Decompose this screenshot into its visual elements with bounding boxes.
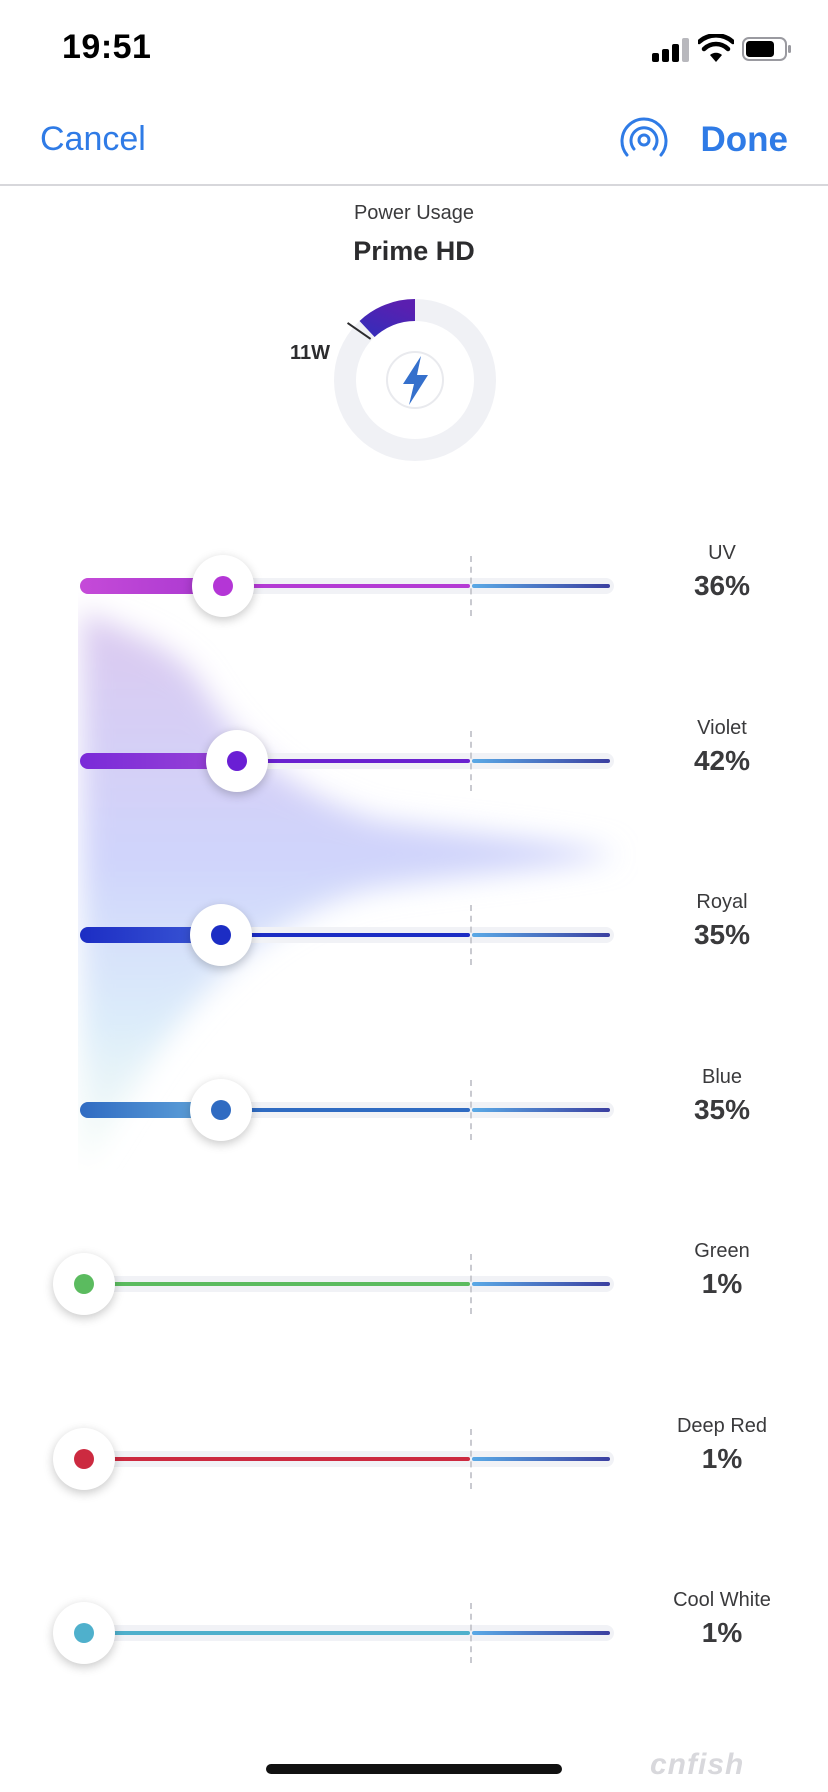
slider-limit-marker	[470, 1428, 472, 1489]
power-gauge	[334, 299, 496, 461]
slider-tail	[472, 1282, 610, 1286]
gauge-arc	[359, 299, 416, 338]
slider-row-cool-white: Cool White 1%	[0, 1573, 828, 1693]
slider-row-royal: Royal 35%	[0, 875, 828, 995]
slider-knob-blue[interactable]	[189, 1078, 252, 1141]
slider-knob-deep-red[interactable]	[53, 1427, 115, 1490]
slider-row-violet: Violet 42%	[0, 701, 828, 821]
channel-value-cool-white: 1%	[701, 1617, 743, 1648]
wifi-icon	[698, 34, 734, 62]
nav-bar: Cancel Done	[0, 100, 828, 186]
slider-tail	[472, 758, 610, 763]
channel-value-green: 1%	[701, 1268, 743, 1299]
slider-knob-violet[interactable]	[206, 729, 269, 792]
channel-name-violet: Violet	[697, 716, 747, 739]
slider-limit-marker	[470, 1603, 472, 1663]
device-name: Prime HD	[353, 236, 475, 266]
slider-fill	[80, 1101, 221, 1118]
knob-dot	[74, 1623, 94, 1643]
channel-value-uv: 36%	[693, 570, 751, 601]
slider-row-uv: UV 36%	[0, 526, 828, 646]
slider-fill	[80, 927, 221, 943]
slider-tail	[472, 584, 610, 588]
slider-line	[84, 1456, 470, 1461]
knob-dot	[213, 576, 234, 596]
slider-row-deep-red: Deep Red 1%	[0, 1399, 828, 1519]
slider-line	[223, 584, 470, 588]
channel-value-violet: 42%	[693, 744, 751, 776]
channel-name-royal: Royal	[696, 891, 748, 913]
power-usage-label: Power Usage	[353, 202, 475, 224]
knob-dot	[210, 925, 231, 945]
channel-name-uv: UV	[708, 542, 736, 564]
slider-line	[237, 758, 470, 763]
home-indicator[interactable]	[266, 1764, 562, 1774]
slider-limit-marker	[470, 1254, 472, 1314]
slider-tail	[472, 1456, 610, 1461]
slider-line	[220, 933, 470, 937]
slider-limit-marker	[470, 905, 472, 965]
slider-tail	[472, 1107, 610, 1112]
slider-line	[84, 1282, 470, 1286]
slider-knob-uv[interactable]	[192, 555, 255, 617]
slider-fill	[80, 752, 238, 769]
channel-value-blue: 35%	[693, 1093, 751, 1125]
slider-limit-marker	[470, 1079, 472, 1140]
cancel-button[interactable]: Cancel	[40, 120, 146, 158]
done-button[interactable]: Done	[700, 120, 789, 159]
knob-dot	[74, 1274, 94, 1294]
slider-tail	[472, 1631, 610, 1635]
channel-value-deep-red: 1%	[701, 1442, 743, 1474]
watermark: cnfish	[650, 1748, 745, 1781]
knob-dot	[227, 750, 248, 771]
slider-row-blue: Blue 35%	[0, 1050, 828, 1170]
slider-knob-green[interactable]	[53, 1253, 115, 1315]
status-time: 19:51	[62, 28, 152, 66]
knob-dot	[74, 1448, 94, 1469]
slider-limit-marker	[470, 730, 472, 791]
lightning-bolt-icon	[403, 356, 428, 405]
battery-icon	[742, 37, 791, 61]
slider-fill	[80, 578, 224, 594]
status-bar: 19:51	[0, 0, 828, 100]
channel-name-green: Green	[694, 1240, 750, 1262]
cellular-signal-icon	[652, 38, 692, 62]
slider-knob-cool-white[interactable]	[53, 1602, 115, 1664]
slider-line	[84, 1631, 470, 1635]
channel-name-deep-red: Deep Red	[676, 1414, 768, 1437]
channel-value-royal: 35%	[693, 919, 751, 950]
slider-knob-royal[interactable]	[189, 904, 252, 966]
watt-label: 11W	[290, 342, 331, 364]
channel-name-cool-white: Cool White	[673, 1589, 771, 1611]
broadcast-icon[interactable]	[618, 114, 670, 166]
knob-dot	[210, 1099, 231, 1120]
channel-name-blue: Blue	[701, 1065, 743, 1088]
slider-limit-marker	[470, 556, 472, 616]
slider-row-green: Green 1%	[0, 1224, 828, 1344]
gauge-tick	[346, 322, 372, 340]
slider-tail	[472, 933, 610, 937]
slider-line	[220, 1107, 470, 1112]
